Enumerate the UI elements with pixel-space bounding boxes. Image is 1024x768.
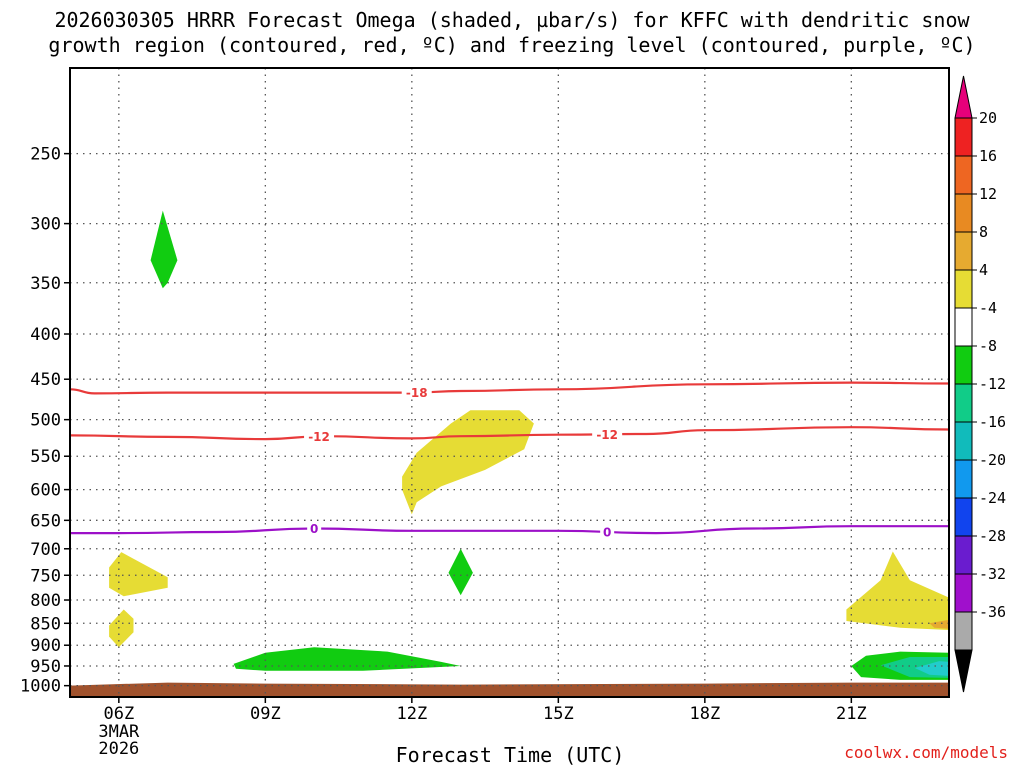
colorbar-swatch--8: [954, 345, 973, 385]
y-tick-label-450: 450: [30, 370, 61, 390]
y-tick-label-400: 400: [30, 325, 61, 345]
contour-dendritic-top: [70, 381, 949, 395]
contour-dendritic-bottom: [70, 426, 949, 441]
colorbar-swatch--12: [954, 383, 973, 423]
y-tick-label-700: 700: [30, 540, 61, 560]
x-tick-label-06Z: 06Z: [103, 704, 134, 724]
plot-area: -18 -12 -12 0 0: [70, 68, 949, 697]
x-tick-label-09Z: 09Z: [250, 704, 281, 724]
contour-label-bg-freezing-level-1: [600, 524, 615, 539]
colorbar-swatch--24: [954, 497, 973, 537]
y-tick-label-1000: 1000: [20, 677, 61, 697]
y-tick-label-850: 850: [30, 614, 61, 634]
colorbar-label-8: 8: [979, 223, 988, 241]
chart-title: 2026030305 HRRR Forecast Omega (shaded, …: [0, 8, 1024, 58]
colorbar-top-arrow: [954, 75, 973, 119]
colorbar-swatch--28: [954, 535, 973, 575]
contour-label-dendritic-top-0: -18: [406, 386, 428, 400]
omega-region-green-low: [233, 647, 461, 671]
colorbar-label--12: -12: [979, 375, 1006, 393]
contour-label-bg-dendritic-bottom-0: [304, 429, 335, 444]
omega-region-cyan-right: [914, 661, 949, 676]
x-tick-sublabel-0: 3MAR: [98, 722, 140, 742]
plot-border: [69, 67, 950, 698]
omega-region-yellow-left-lower: [109, 609, 134, 648]
colorbar-bottom-arrow: [954, 649, 973, 693]
omega-region-yellow-middle: [402, 410, 534, 515]
colorbar-label--24: -24: [979, 489, 1006, 507]
colorbar-label-16: 16: [979, 147, 997, 165]
omega-region-yellow-left-upper: [109, 552, 168, 597]
terrain-fill: [70, 682, 949, 697]
watermark: coolwx.com/models: [844, 743, 1008, 762]
omega-region-yellow-right: [846, 551, 949, 630]
colorbar-label--28: -28: [979, 527, 1006, 545]
colorbar-label-4: 4: [979, 261, 988, 279]
colorbar-label--16: -16: [979, 413, 1006, 431]
colorbar-label--4: -4: [979, 299, 997, 317]
colorbar-label-12: 12: [979, 185, 997, 203]
x-tick-sublabel-1: 2026: [98, 739, 139, 759]
title-line-1: 2026030305 HRRR Forecast Omega (shaded, …: [54, 8, 970, 32]
y-tick-label-650: 650: [30, 511, 61, 531]
colorbar-label--32: -32: [979, 565, 1006, 583]
x-axis-label: Forecast Time (UTC): [395, 743, 625, 767]
contour-label-bg-dendritic-bottom-1: [592, 427, 623, 442]
y-tick-label-800: 800: [30, 591, 61, 611]
colorbar-swatch-4: [954, 269, 973, 309]
contour-label-dendritic-bottom-1: -12: [596, 428, 618, 442]
y-tick-label-550: 550: [30, 447, 61, 467]
x-tick-label-15Z: 15Z: [543, 704, 574, 724]
colorbar-label--8: -8: [979, 337, 997, 355]
colorbar-label--36: -36: [979, 603, 1006, 621]
omega-region-orange-right: [929, 619, 949, 629]
y-tick-label-250: 250: [30, 145, 61, 165]
colorbar-swatch--16: [954, 421, 973, 461]
colorbar-swatch--4: [954, 307, 973, 347]
colorbar-swatch--20: [954, 459, 973, 499]
colorbar-label--20: -20: [979, 451, 1006, 469]
y-tick-label-300: 300: [30, 215, 61, 235]
contour-freezing-level: [70, 525, 949, 535]
colorbar-swatch--32: [954, 573, 973, 613]
y-tick-label-750: 750: [30, 566, 61, 586]
y-tick-label-500: 500: [30, 411, 61, 431]
omega-region-green-middle: [448, 548, 473, 596]
y-tick-label-350: 350: [30, 274, 61, 294]
x-tick-label-18Z: 18Z: [689, 704, 720, 724]
contour-label-bg-dendritic-top-0: [401, 385, 432, 400]
contour-label-freezing-level-0: 0: [310, 522, 318, 536]
title-line-2: growth region (contoured, red, ºC) and f…: [48, 33, 976, 57]
y-tick-label-950: 950: [30, 657, 61, 677]
colorbar-swatch--36: [954, 611, 973, 651]
contour-label-freezing-level-1: 0: [603, 525, 611, 539]
colorbar-swatch-20: [954, 117, 973, 157]
contour-label-dendritic-bottom-0: -12: [308, 430, 330, 444]
x-tick-label-21Z: 21Z: [836, 704, 867, 724]
colorbar-swatch-12: [954, 193, 973, 233]
colorbar-swatch-16: [954, 155, 973, 195]
x-tick-label-12Z: 12Z: [396, 704, 427, 724]
omega-region-green-upper-left: [150, 210, 178, 289]
y-tick-label-900: 900: [30, 636, 61, 656]
colorbar-swatch-8: [954, 231, 973, 271]
colorbar-label-20: 20: [979, 109, 997, 127]
y-tick-label-600: 600: [30, 481, 61, 501]
contour-label-bg-freezing-level-0: [307, 521, 322, 536]
